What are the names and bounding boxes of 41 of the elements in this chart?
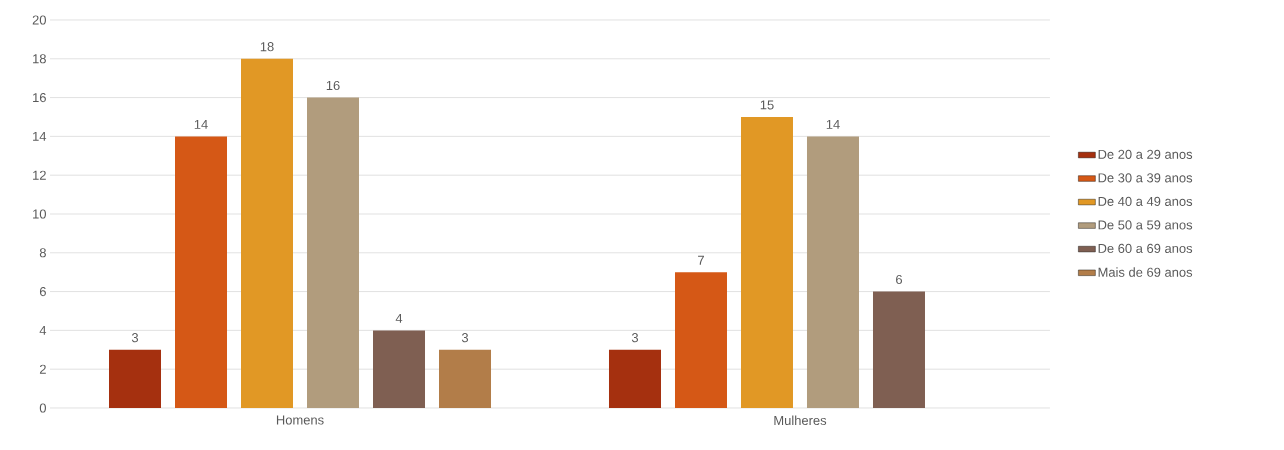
bar [307, 97, 359, 408]
bar [740, 116, 793, 408]
data-label: 14 [194, 119, 208, 129]
bar [241, 58, 294, 408]
y-tick-label: 14 [33, 131, 47, 141]
bar [674, 272, 727, 408]
data-label: 3 [461, 333, 469, 343]
bar [175, 136, 228, 408]
data-label: 7 [698, 255, 704, 265]
data-label: 4 [395, 313, 403, 323]
bar [872, 291, 925, 408]
y-tick-label: 10 [33, 209, 46, 219]
legend-label: De 20 a 29 anos [1098, 149, 1193, 159]
bar [439, 349, 492, 408]
legend-label: Mais de 69 anos [1098, 267, 1193, 277]
y-tick-label: 4 [39, 325, 47, 335]
y-tick-label: 0 [39, 403, 46, 413]
y-tick-label: 18 [33, 54, 46, 64]
x-tick-label: Mulheres [774, 415, 827, 426]
bar [373, 330, 426, 408]
y-tick-label: 2 [39, 364, 46, 374]
y-tick-label: 8 [39, 248, 46, 258]
data-label: 14 [826, 119, 840, 129]
legend-label: De 60 a 69 anos [1098, 243, 1193, 253]
legend-label: De 30 a 39 anos [1098, 173, 1193, 183]
y-tick-label: 12 [33, 170, 46, 180]
bar [109, 349, 162, 408]
data-label: 6 [896, 274, 903, 285]
data-label: 3 [631, 333, 639, 343]
bar [608, 349, 661, 408]
y-tick-label: 16 [33, 93, 46, 103]
data-label: 16 [326, 80, 340, 91]
bar [806, 136, 859, 408]
data-label: 3 [131, 333, 139, 343]
legend-label: De 50 a 59 anos [1098, 220, 1193, 230]
y-tick-label: 6 [39, 287, 46, 297]
y-tick-label: 20 [32, 15, 46, 25]
data-label: 18 [260, 42, 274, 52]
x-tick-label: Homens [276, 415, 324, 425]
legend-label: De 40 a 49 anos [1098, 196, 1193, 206]
data-label: 15 [760, 100, 774, 110]
